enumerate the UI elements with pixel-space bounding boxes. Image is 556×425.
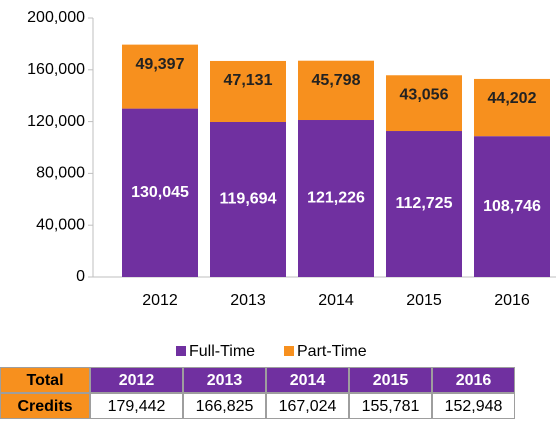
legend-swatch (176, 346, 186, 356)
table-cell (90, 393, 183, 419)
table-cell-text: 179,442 (108, 398, 166, 415)
legend-label: Part-Time (297, 343, 367, 360)
data-label: 49,397 (136, 56, 185, 73)
table-cell (90, 367, 183, 393)
table-cell (0, 393, 90, 419)
data-label: 130,045 (131, 184, 189, 201)
x-tick-label: 2013 (230, 292, 266, 309)
table-header: 2013 (207, 372, 243, 389)
table-cell-text: 167,024 (279, 398, 337, 415)
bar-segment (474, 78, 550, 137)
table-header: 2012 (119, 372, 155, 389)
table-cell (266, 367, 349, 393)
table-cell (0, 367, 90, 393)
data-label: 112,725 (396, 195, 453, 212)
y-tick-label: 40,000 (36, 216, 85, 233)
data-label: 119,694 (220, 191, 277, 208)
bar-segment (122, 44, 198, 109)
y-tick-label: 160,000 (27, 61, 85, 78)
x-tick-label: 2015 (406, 292, 442, 309)
table-header: 2014 (290, 372, 326, 389)
table-header: Total (26, 372, 63, 389)
table-cell-text: 152,948 (445, 398, 503, 415)
bar-segment (210, 60, 286, 122)
table-cell (266, 393, 349, 419)
table-cell (183, 393, 266, 419)
y-tick-label: 200,000 (27, 9, 85, 26)
bar-segment (386, 131, 462, 277)
table-cell (432, 367, 515, 393)
data-label: 47,131 (224, 72, 273, 89)
x-tick-label: 2012 (142, 292, 178, 309)
x-tick-label: 2016 (494, 292, 530, 309)
table-cell (349, 367, 432, 393)
x-tick-label: 2014 (318, 292, 354, 309)
bar-segment (210, 121, 286, 277)
table-cell-text: Credits (17, 398, 72, 415)
legend-label: Full-Time (189, 343, 255, 360)
y-tick-label: 0 (76, 268, 85, 285)
table-header: 2016 (456, 372, 492, 389)
table-cell (183, 367, 266, 393)
table-cell (349, 393, 432, 419)
table-header: 2015 (373, 372, 409, 389)
y-tick-label: 120,000 (27, 113, 85, 130)
bar-segment (386, 75, 462, 132)
table-cell-text: 166,825 (196, 398, 254, 415)
table-cell-text: 155,781 (362, 398, 420, 415)
data-label: 121,226 (307, 190, 365, 207)
data-label: 45,798 (312, 72, 361, 89)
table-cell (432, 393, 515, 419)
bar-segment (298, 60, 374, 121)
y-tick-label: 80,000 (36, 165, 85, 182)
data-label: 44,202 (488, 90, 537, 107)
bar-segment (298, 120, 374, 277)
legend-swatch (284, 346, 294, 356)
data-label: 108,746 (483, 198, 541, 215)
data-label: 43,056 (400, 86, 449, 103)
bar-segment (122, 108, 198, 277)
bar-segment (474, 136, 550, 277)
